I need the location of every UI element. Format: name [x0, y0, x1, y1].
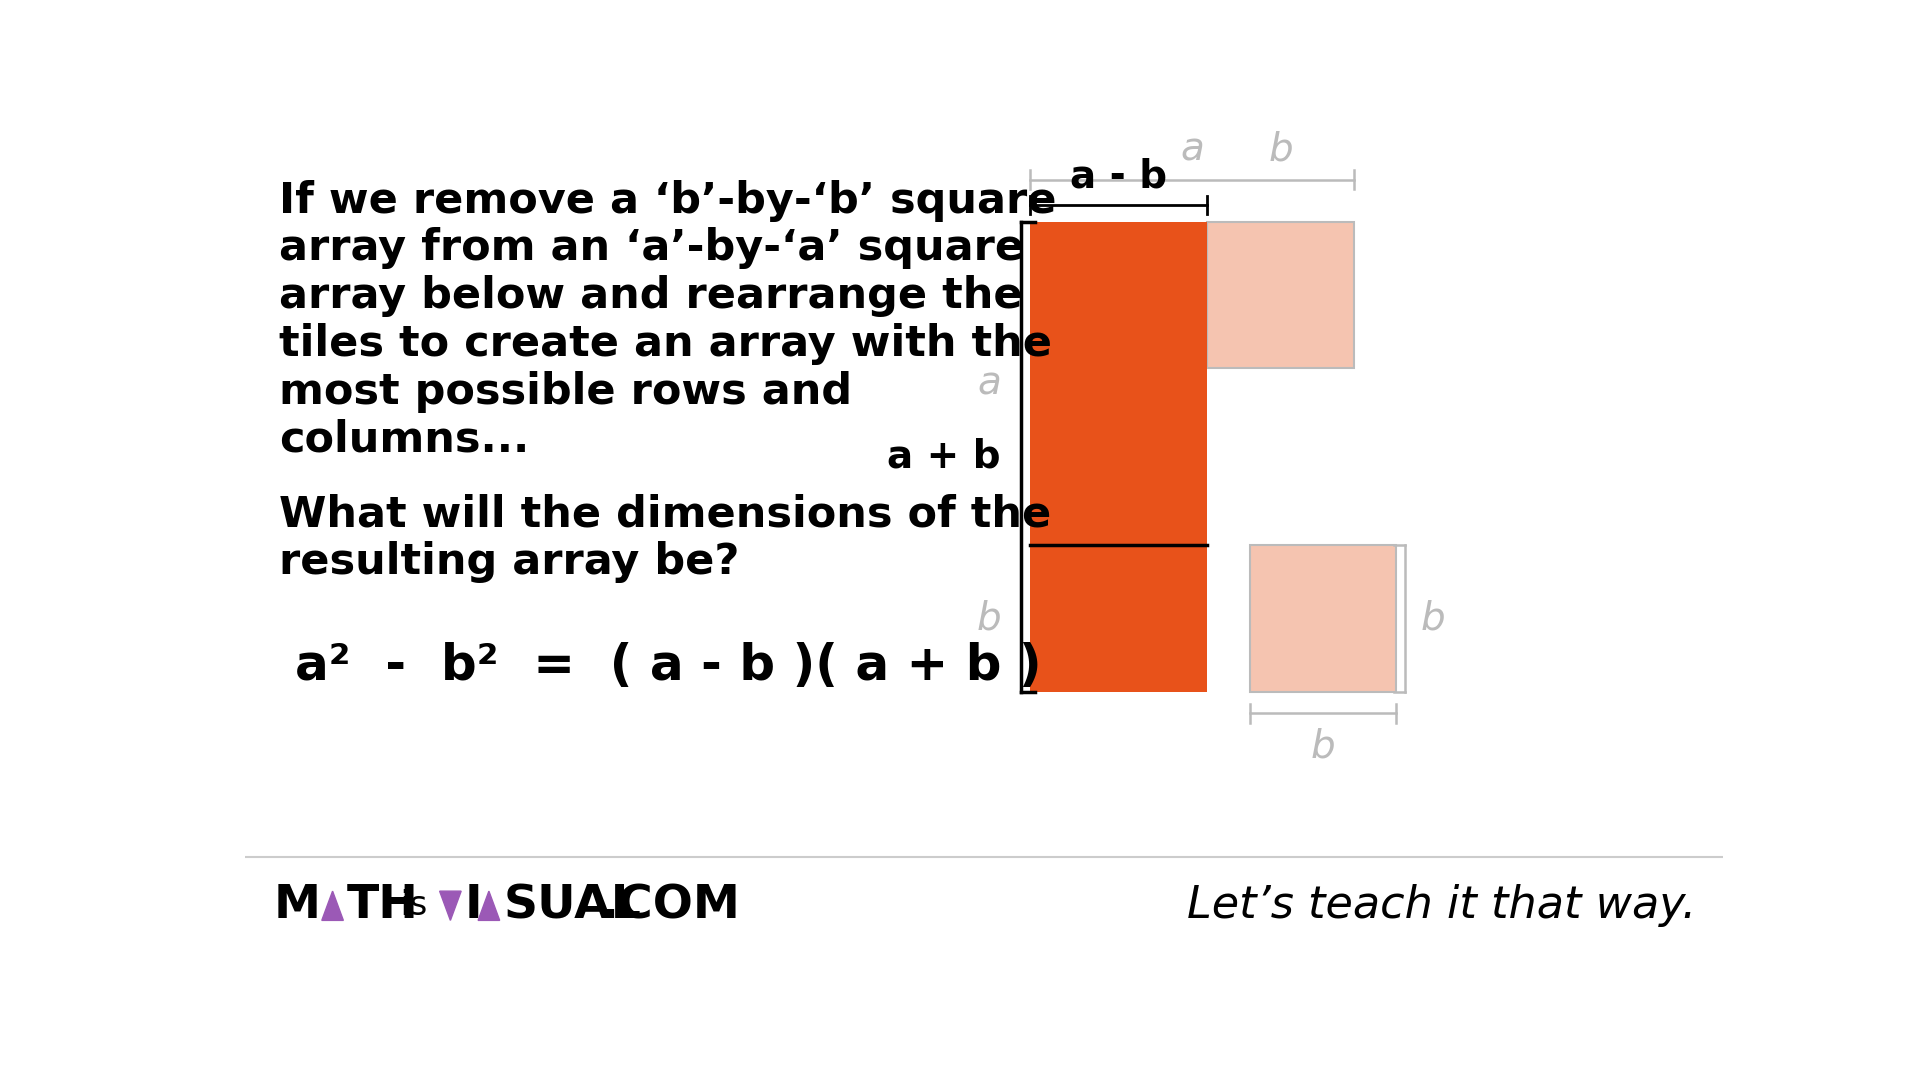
- Text: a: a: [977, 365, 1002, 403]
- Text: TH: TH: [348, 883, 419, 929]
- Text: What will the dimensions of the: What will the dimensions of the: [280, 494, 1052, 535]
- Text: If we remove a ‘b’-by-‘b’ square: If we remove a ‘b’-by-‘b’ square: [280, 179, 1056, 221]
- Polygon shape: [478, 891, 499, 920]
- Text: b: b: [1267, 130, 1292, 168]
- Text: columns...: columns...: [280, 418, 530, 460]
- Text: M: M: [275, 883, 321, 929]
- Text: tiles to create an array with the: tiles to create an array with the: [280, 323, 1052, 365]
- Text: b: b: [1311, 727, 1334, 765]
- Bar: [1031, 222, 1208, 691]
- Polygon shape: [440, 891, 461, 920]
- Bar: [1208, 222, 1354, 368]
- Text: array below and rearrange the: array below and rearrange the: [280, 275, 1023, 318]
- Text: most possible rows and: most possible rows and: [280, 370, 852, 413]
- Text: .COM: .COM: [599, 883, 739, 929]
- Text: a + b: a + b: [887, 437, 1000, 476]
- Text: a²  -  b²  =  ( a - b )( a + b ): a² - b² = ( a - b )( a + b ): [296, 643, 1041, 690]
- Polygon shape: [323, 891, 344, 920]
- Text: a - b: a - b: [1069, 158, 1167, 195]
- Text: b: b: [977, 599, 1002, 637]
- Text: array from an ‘a’-by-‘a’ square: array from an ‘a’-by-‘a’ square: [280, 228, 1025, 269]
- Text: resulting array be?: resulting array be?: [280, 541, 739, 583]
- Text: is: is: [390, 889, 438, 922]
- Text: Let’s teach it that way.: Let’s teach it that way.: [1187, 885, 1695, 928]
- Bar: [1250, 545, 1396, 691]
- Text: I: I: [465, 883, 482, 929]
- Text: b: b: [1421, 599, 1446, 637]
- Text: SUAL: SUAL: [503, 883, 641, 929]
- Text: a: a: [1181, 130, 1204, 168]
